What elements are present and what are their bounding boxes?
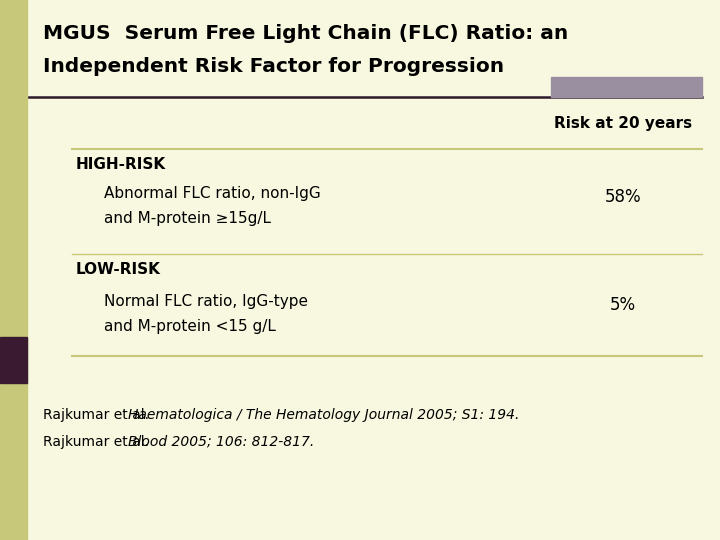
- Text: 58%: 58%: [605, 188, 641, 206]
- Text: Abnormal FLC ratio, non-IgG: Abnormal FLC ratio, non-IgG: [104, 186, 321, 201]
- Text: Haematologica / The Hematology Journal 2005; S1: 194.: Haematologica / The Hematology Journal 2…: [128, 408, 520, 422]
- Text: Risk at 20 years: Risk at 20 years: [554, 116, 692, 131]
- Text: Independent Risk Factor for Progression: Independent Risk Factor for Progression: [43, 57, 504, 76]
- Text: and M-protein ≥15g/L: and M-protein ≥15g/L: [104, 211, 271, 226]
- Text: Rajkumar et al.: Rajkumar et al.: [43, 435, 153, 449]
- Bar: [551, 77, 702, 97]
- Text: LOW-RISK: LOW-RISK: [76, 262, 161, 277]
- Text: 5%: 5%: [610, 296, 636, 314]
- Text: HIGH-RISK: HIGH-RISK: [76, 157, 166, 172]
- Text: MGUS  Serum Free Light Chain (FLC) Ratio: an: MGUS Serum Free Light Chain (FLC) Ratio:…: [43, 24, 569, 43]
- Text: Blood 2005; 106: 812-817.: Blood 2005; 106: 812-817.: [128, 435, 315, 449]
- Text: Normal FLC ratio, IgG-type: Normal FLC ratio, IgG-type: [104, 294, 308, 309]
- Text: and M-protein <15 g/L: and M-protein <15 g/L: [104, 319, 276, 334]
- Text: Rajkumar et al.: Rajkumar et al.: [43, 408, 153, 422]
